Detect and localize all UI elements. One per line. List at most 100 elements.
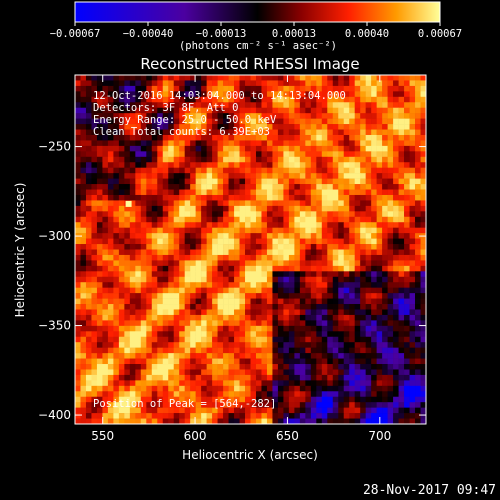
heatmap-cell — [250, 227, 257, 234]
heatmap-cell — [113, 145, 120, 152]
heatmap-cell — [409, 325, 416, 332]
heatmap-cell — [239, 80, 246, 87]
heatmap-cell — [129, 205, 136, 212]
heatmap-cell — [415, 249, 421, 256]
heatmap-cell — [190, 124, 196, 130]
heatmap-cell — [239, 233, 246, 239]
heatmap-cell — [305, 156, 312, 163]
heatmap-cell — [157, 304, 164, 310]
heatmap-cell — [245, 205, 251, 212]
heatmap-cell — [91, 374, 98, 381]
heatmap-cell — [80, 331, 87, 338]
heatmap-cell — [354, 249, 361, 256]
heatmap-cell — [393, 222, 399, 228]
heatmap-cell — [343, 369, 350, 376]
heatmap-cell — [404, 260, 410, 267]
heatmap-cell — [195, 293, 202, 299]
heatmap-cell — [201, 260, 207, 267]
heatmap-cell — [382, 244, 388, 250]
heatmap-cell — [85, 249, 92, 256]
heatmap-cell — [212, 347, 218, 354]
heatmap-cell — [277, 331, 284, 338]
heatmap-cell — [75, 107, 81, 114]
heatmap-cell — [250, 200, 257, 207]
heatmap-cell — [102, 331, 109, 338]
heatmap-cell — [173, 118, 180, 125]
heatmap-cell — [80, 336, 87, 343]
heatmap-cell — [135, 342, 142, 348]
heatmap-cell — [327, 347, 334, 354]
heatmap-cell — [250, 249, 257, 256]
heatmap-cell — [343, 391, 350, 398]
heatmap-cell — [404, 265, 410, 272]
heatmap-cell — [404, 391, 410, 398]
heatmap-cell — [255, 118, 262, 125]
heatmap-cell — [140, 325, 147, 332]
heatmap-cell — [332, 407, 339, 414]
heatmap-cell — [343, 216, 350, 223]
heatmap-cell — [239, 91, 246, 98]
heatmap-cell — [349, 156, 355, 163]
heatmap-cell — [277, 145, 284, 152]
heatmap-cell — [398, 293, 405, 299]
heatmap-cell — [365, 134, 372, 141]
heatmap-cell — [398, 282, 405, 288]
heatmap-cell — [217, 156, 224, 163]
heatmap-cell — [277, 385, 284, 392]
heatmap-cell — [310, 325, 317, 332]
heatmap-cell — [129, 249, 136, 256]
heatmap-cell — [124, 222, 131, 228]
heatmap-cell — [124, 189, 131, 196]
heatmap-cell — [365, 396, 372, 403]
heatmap-cell — [118, 227, 125, 234]
heatmap-cell — [195, 342, 202, 348]
heatmap-cell — [283, 96, 290, 103]
heatmap-cell — [321, 402, 328, 408]
heatmap-cell — [140, 276, 147, 283]
heatmap-cell — [91, 407, 98, 414]
heatmap-cell — [217, 178, 224, 185]
heatmap-cell — [327, 140, 334, 147]
heatmap-cell — [343, 205, 350, 212]
heatmap-cell — [179, 265, 185, 272]
heatmap-cell — [140, 314, 147, 321]
heatmap-cell — [228, 364, 235, 370]
heatmap-cell — [151, 380, 158, 387]
heatmap-cell — [382, 353, 388, 359]
heatmap-cell — [129, 325, 136, 332]
heatmap-cell — [398, 216, 405, 223]
heatmap-cell — [195, 233, 202, 239]
heatmap-cell — [129, 282, 136, 288]
heatmap-cell — [118, 134, 125, 141]
heatmap-cell — [409, 200, 416, 207]
heatmap-cell — [245, 222, 251, 228]
heatmap-cell — [365, 233, 372, 239]
heatmap-cell — [299, 364, 306, 370]
heatmap-cell — [327, 91, 334, 98]
heatmap-cell — [327, 254, 334, 261]
heatmap-cell — [75, 173, 81, 179]
heatmap-cell — [228, 200, 235, 207]
heatmap-cell — [129, 353, 136, 359]
heatmap-cell — [129, 91, 136, 98]
heatmap-cell — [349, 254, 355, 261]
heatmap-cell — [85, 118, 92, 125]
heatmap-cell — [305, 134, 312, 141]
heatmap-cell — [409, 265, 416, 272]
heatmap-cell — [102, 364, 109, 370]
heatmap-cell — [316, 162, 323, 168]
heatmap-cell — [96, 331, 103, 338]
heatmap-cell — [75, 249, 81, 256]
heatmap-cell — [277, 178, 284, 185]
heatmap-cell — [409, 233, 416, 239]
heatmap-cell — [393, 91, 399, 98]
heatmap-cell — [124, 140, 131, 147]
heatmap-cell — [107, 129, 114, 136]
heatmap-cell — [184, 249, 191, 256]
heatmap-cell — [343, 364, 350, 370]
heatmap-cell — [404, 91, 410, 98]
heatmap-cell — [146, 320, 153, 327]
heatmap-cell — [371, 173, 377, 179]
heatmap-cell — [376, 374, 383, 381]
heatmap-cell — [75, 293, 81, 299]
